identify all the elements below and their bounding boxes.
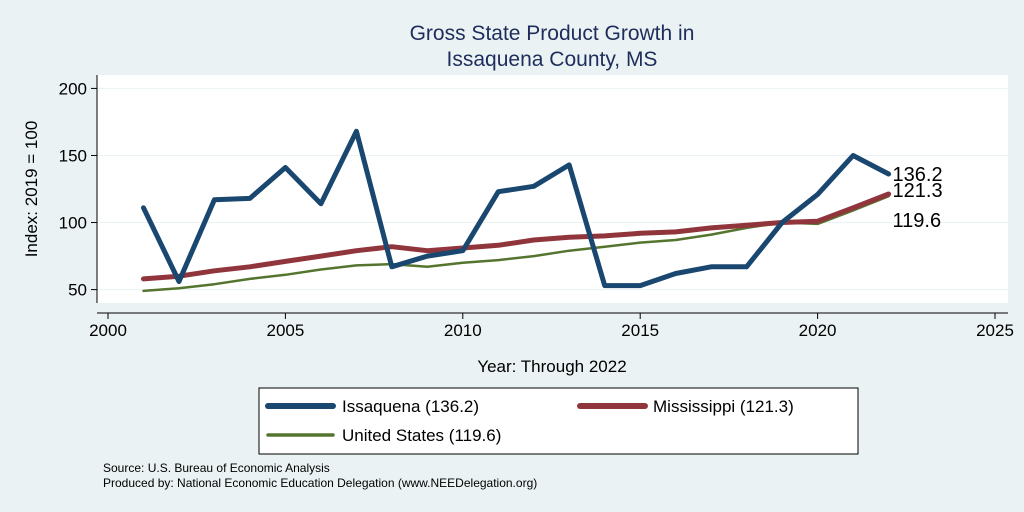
y-tick-label: 50 <box>68 281 87 300</box>
series-line-mississippi <box>141 191 892 282</box>
y-tick-label: 150 <box>59 146 87 165</box>
produced-by-note: Produced by: National Economic Education… <box>103 476 537 490</box>
source-note: Source: U.S. Bureau of Economic Analysis <box>103 461 330 475</box>
y-tick-label: 100 <box>59 214 87 233</box>
legend-label-mississippi: Mississippi (121.3) <box>653 397 794 416</box>
legend-label-united-states: United States (119.6) <box>342 426 501 445</box>
series-lines <box>141 128 892 293</box>
x-tick-label: 2005 <box>266 321 304 340</box>
end-label-mississippi: 121.3 <box>893 180 943 202</box>
end-label-united-states: 119.6 <box>893 210 942 232</box>
chart-title-line-1: Gross State Product Growth in <box>410 22 695 45</box>
x-tick-label: 2015 <box>621 321 659 340</box>
series-line-issaquena <box>141 128 892 289</box>
y-tick-label: 200 <box>59 79 87 98</box>
x-tick-label: 2025 <box>976 321 1014 340</box>
y-axis-title: Index: 2019 = 100 <box>22 121 41 258</box>
x-tick-label: 2020 <box>799 321 837 340</box>
legend-label-issaquena: Issaquena (136.2) <box>342 397 479 416</box>
x-tick-label: 2010 <box>444 321 482 340</box>
legend-box <box>258 387 859 455</box>
chart-title-line-2: Issaquena County, MS <box>447 48 658 71</box>
x-axis-title: Year: Through 2022 <box>477 357 626 376</box>
axes: 50 100 150 200 2000 2005 2010 2015 2020 2025 <box>59 75 1014 340</box>
x-tick-label: 2000 <box>89 321 127 340</box>
end-label-issaquena: 136.2 <box>893 164 943 186</box>
